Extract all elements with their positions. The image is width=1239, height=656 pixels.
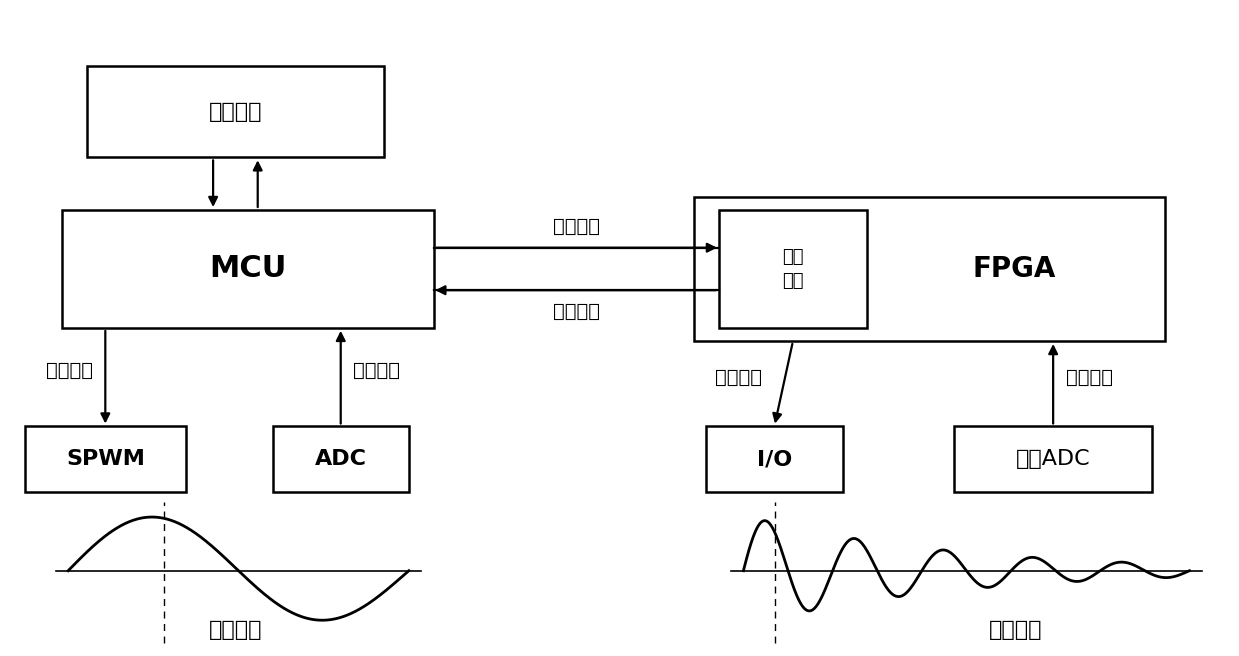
Text: 振荡波形: 振荡波形 [989, 620, 1043, 640]
Bar [25, 426, 186, 492]
Text: MCU: MCU [209, 255, 286, 283]
Text: 高速ADC: 高速ADC [1016, 449, 1090, 469]
Bar [706, 426, 843, 492]
Text: 波形采样: 波形采样 [1066, 368, 1113, 386]
Bar [719, 210, 867, 328]
Bar [62, 210, 434, 328]
Text: 电压采样: 电压采样 [353, 361, 400, 380]
Bar [87, 66, 384, 157]
Bar [694, 197, 1165, 341]
Bar [273, 426, 409, 492]
Text: 波形传输: 波形传输 [553, 302, 600, 321]
Text: 波形显示: 波形显示 [208, 102, 263, 121]
Text: ADC: ADC [315, 449, 367, 469]
Text: 匝间使能: 匝间使能 [553, 217, 600, 236]
Text: 充电输出: 充电输出 [46, 361, 93, 380]
Text: 波形
缓存: 波形 缓存 [782, 248, 804, 290]
Bar [954, 426, 1152, 492]
Text: 放电控制: 放电控制 [715, 368, 762, 386]
Text: I/O: I/O [757, 449, 792, 469]
Text: FPGA: FPGA [973, 255, 1056, 283]
Text: 充电波形: 充电波形 [208, 620, 263, 640]
Text: SPWM: SPWM [66, 449, 145, 469]
